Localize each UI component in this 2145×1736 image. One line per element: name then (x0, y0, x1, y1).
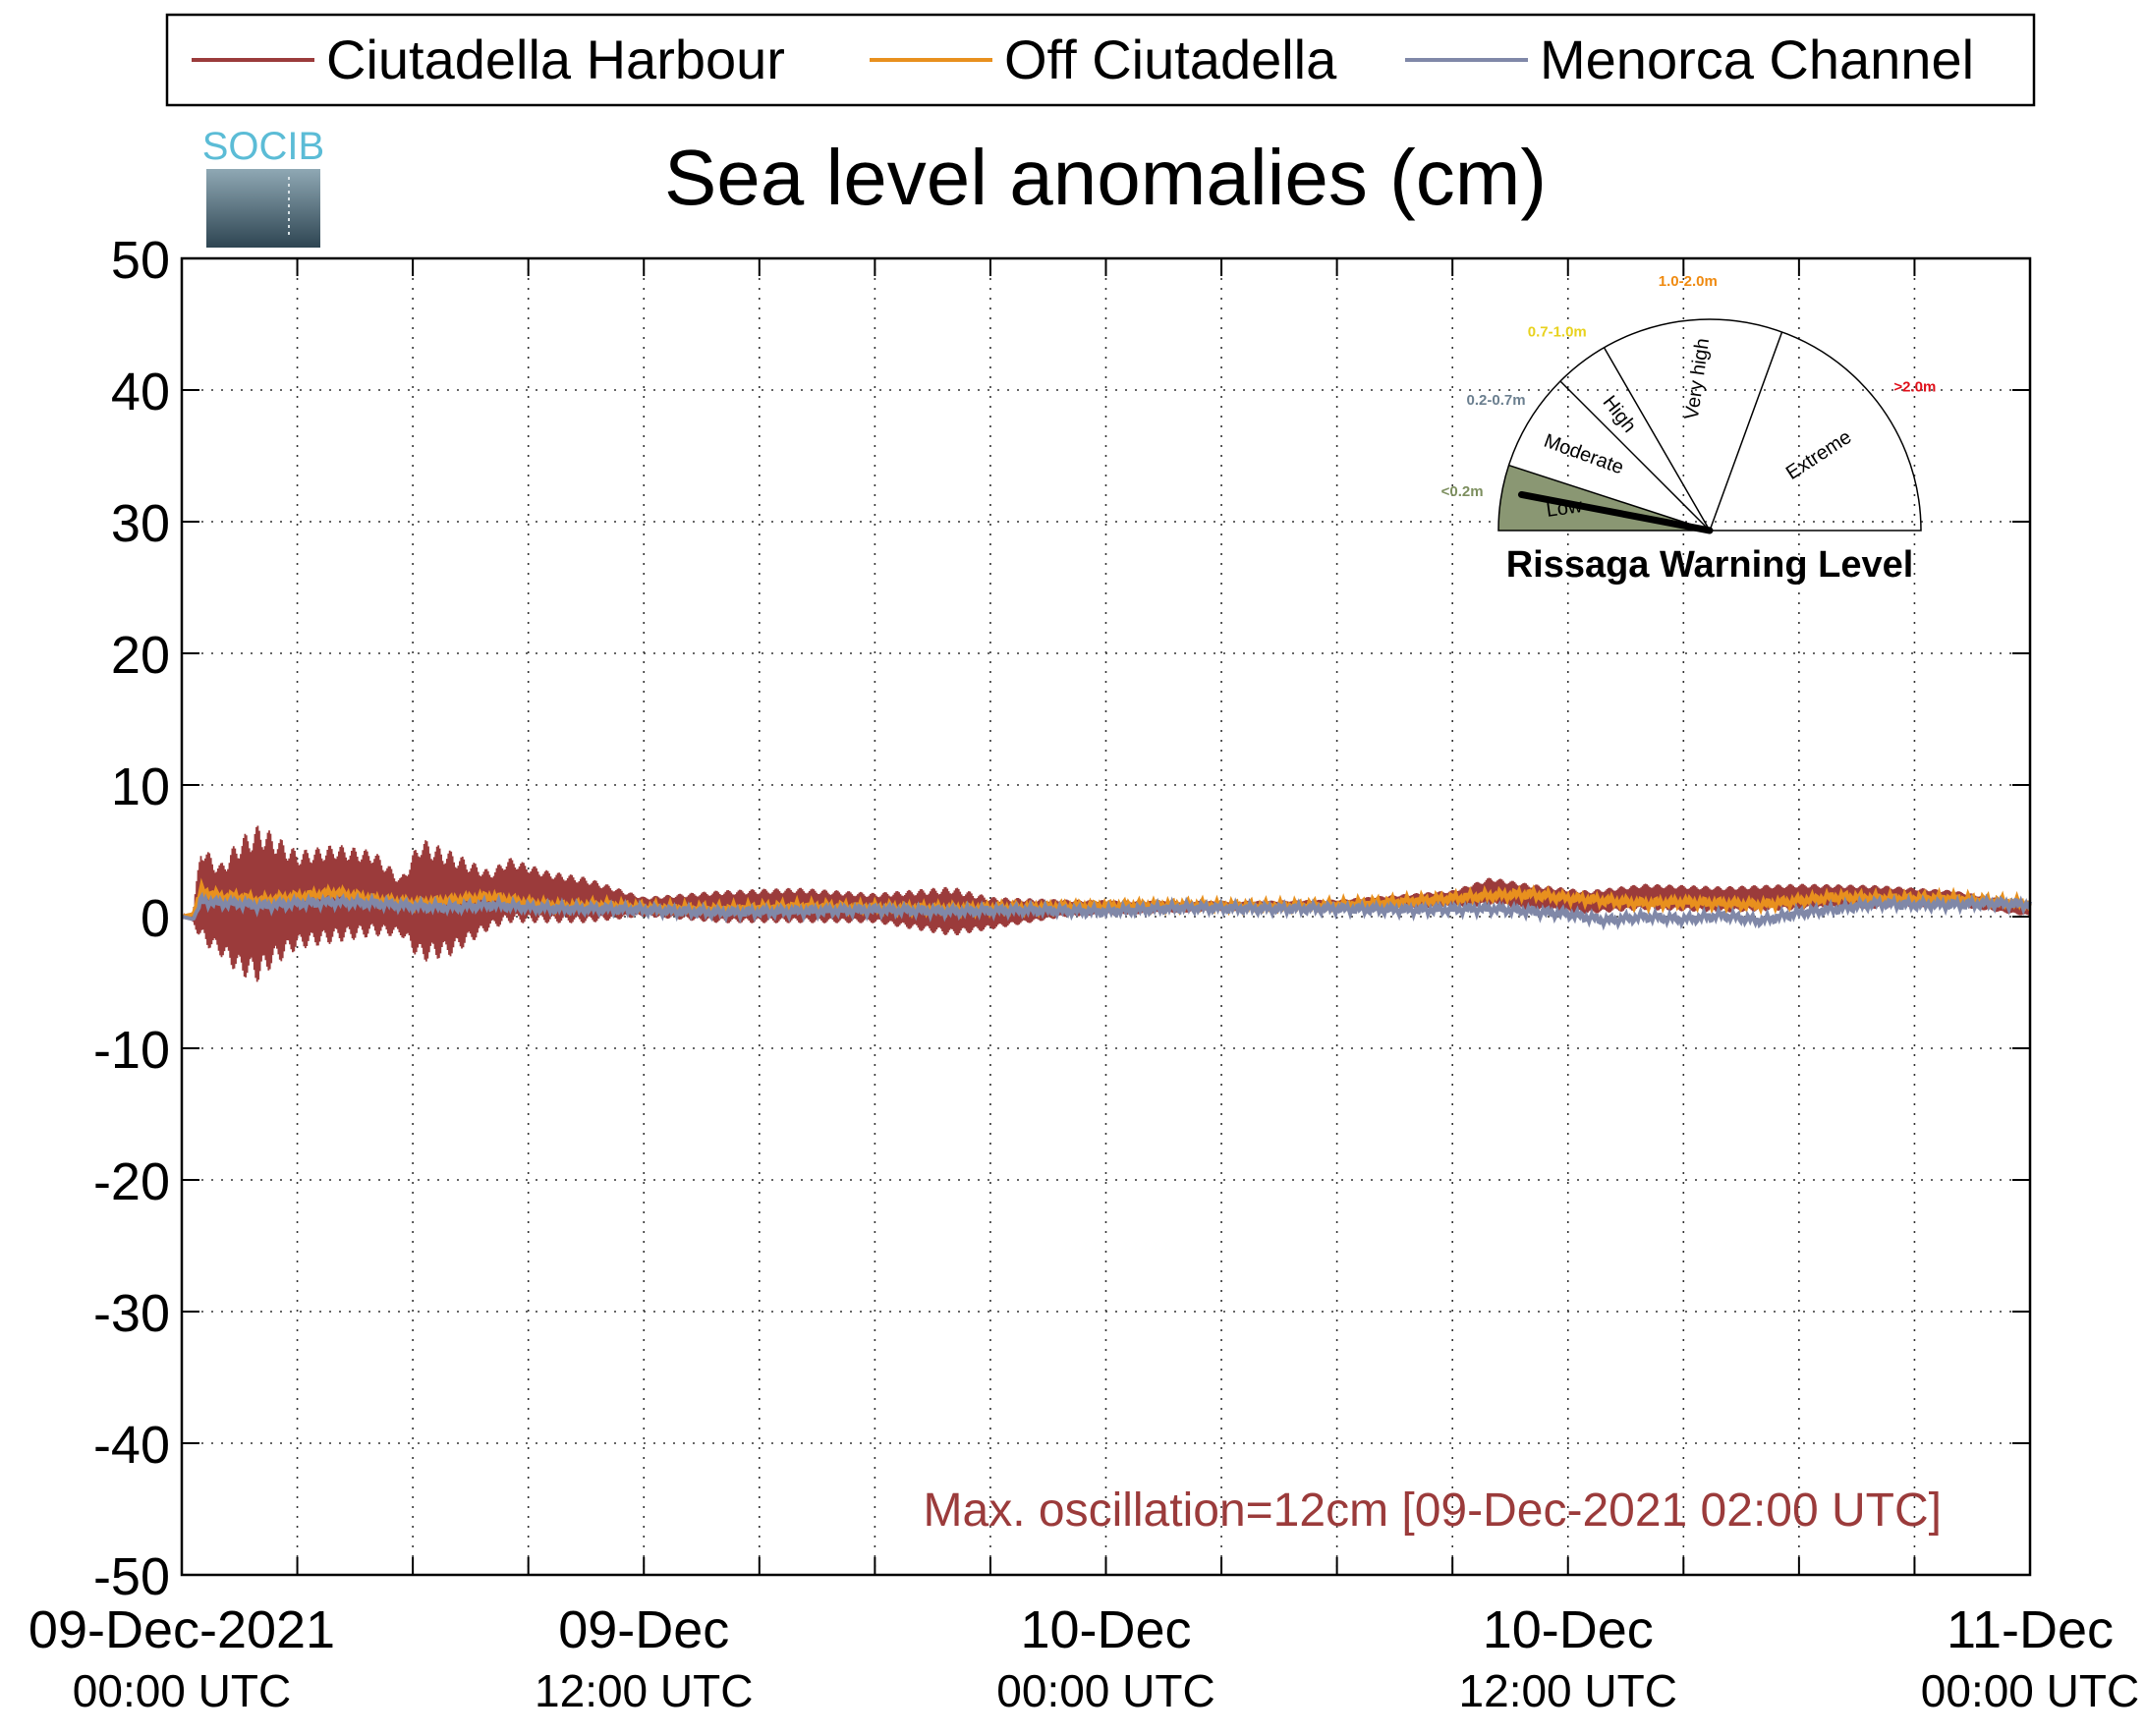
y-tick-label: 10 (111, 757, 170, 816)
socib-logo: SOCIB (202, 125, 324, 248)
y-tick-label: 20 (111, 626, 170, 685)
y-tick-label: 40 (111, 363, 170, 421)
gauge-range-high: 0.7-1.0m (1528, 324, 1587, 341)
x-tick-label: 10-Dec (1020, 1600, 1191, 1659)
chart-title: Sea level anomalies (cm) (664, 134, 1547, 221)
gauge-outline (1497, 318, 1922, 532)
gauge-divider (1603, 347, 1711, 532)
gauge-dividers (1508, 331, 1783, 532)
gauge-active-sector (1498, 465, 1710, 531)
series-layer (181, 825, 2032, 982)
y-tick-label: -30 (93, 1284, 170, 1343)
legend-label-off-ciutadella: Off Ciutadella (1004, 28, 1337, 90)
gauge-divider (1508, 464, 1711, 532)
y-tick-label: 50 (111, 231, 170, 290)
gauge-range-very-high: 1.0-2.0m (1659, 273, 1718, 290)
y-tick-label: -40 (93, 1416, 170, 1475)
x-tick-sublabel: 12:00 UTC (1459, 1665, 1677, 1716)
max-oscillation-annotation: Max. oscillation=12cm [09-Dec-2021 02:00… (924, 1484, 1942, 1537)
logo-text: SOCIB (202, 125, 324, 168)
gauge-needle (1517, 490, 1714, 534)
x-tick-sublabel: 12:00 UTC (535, 1665, 753, 1716)
series-menorca-channel (181, 891, 2032, 931)
y-axis: -50 -40 -30 -20 -10 0 10 20 30 40 50 (93, 231, 170, 1606)
y-tick-label: 0 (141, 889, 170, 948)
x-tick-label: 09-Dec (558, 1600, 729, 1659)
gauge-divider (1559, 380, 1711, 532)
legend-box (165, 13, 2036, 107)
legend-label-ciutadella-harbour: Ciutadella Harbour (326, 28, 785, 90)
legend-label-menorca-channel: Menorca Channel (1540, 28, 1974, 90)
y-tick-label: -50 (93, 1547, 170, 1606)
x-tick-sublabel: 00:00 UTC (1921, 1665, 2139, 1716)
x-tick-label: 10-Dec (1483, 1600, 1654, 1659)
gauge-range-low: <0.2m (1441, 483, 1484, 500)
gauge-divider (1709, 331, 1783, 532)
x-axis: 09-Dec-2021 00:00 UTC 09-Dec 12:00 UTC 10-De… (28, 1600, 2139, 1716)
gauge-range-extreme: >2.0m (1893, 379, 1936, 396)
x-tick-label: 09-Dec-2021 (28, 1600, 335, 1659)
y-tick-label: -20 (93, 1152, 170, 1211)
gauge-range-moderate: 0.2-0.7m (1467, 392, 1526, 409)
legend: Ciutadella Harbour Off Ciutadella Menorc… (165, 13, 2036, 107)
gauge-title: Rissaga Warning Level (1506, 544, 1914, 586)
x-tick-sublabel: 00:00 UTC (73, 1665, 291, 1716)
y-tick-label: -10 (93, 1021, 170, 1080)
x-tick-sublabel: 00:00 UTC (996, 1665, 1214, 1716)
series-off-ciutadella (181, 877, 2032, 921)
x-tick-label: 11-Dec (1947, 1600, 2114, 1659)
y-tick-label: 30 (111, 494, 170, 553)
plot-frame (180, 256, 2032, 1577)
